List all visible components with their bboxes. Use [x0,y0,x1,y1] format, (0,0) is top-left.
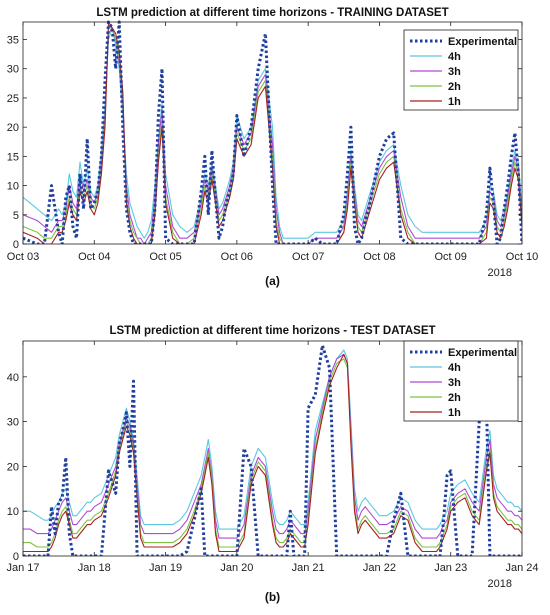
x-tick-label: Jan 24 [505,562,538,574]
x-year-label: 2018 [488,578,512,590]
panel-label: (b) [265,590,280,604]
axes-box [22,340,523,557]
x-tick-label: Jan 23 [434,562,467,574]
y-tick-label: 40 [7,372,19,384]
x-tick-label: Jan 21 [292,562,325,574]
x-tick-label: Jan 22 [363,562,396,574]
y-tick-label: 5 [13,210,19,222]
panel-label: (a) [265,274,280,288]
x-tick-label: Jan 19 [149,562,182,574]
y-tick-label: 30 [7,64,19,76]
x-tick-label: Oct 05 [149,251,181,263]
x-tick-label: Jan 17 [6,562,39,574]
x-tick-label: Oct 06 [221,251,253,263]
y-tick-label: 0 [13,551,19,563]
legend-label: 3h [448,66,461,78]
x-tick-label: Jan 18 [78,562,111,574]
legend-label: 1h [448,407,461,419]
chart-title: LSTM prediction at different time horizo… [96,7,448,19]
series-line-4h [23,349,522,530]
x-tick-label: Oct 03 [7,251,39,263]
series-line-1h [23,353,522,553]
y-tick-label: 25 [7,93,19,105]
legend-box [403,340,519,422]
x-tick-label: Oct 10 [506,251,538,263]
y-tick-label: 30 [7,417,19,429]
axes-box [22,21,523,245]
series-line-2h [23,358,522,548]
x-tick-label: Oct 07 [292,251,324,263]
legend-label: Experimental [448,36,517,48]
legend-label: 2h [448,392,461,404]
legend-label: Experimental [448,347,517,359]
y-tick-label: 20 [7,461,19,473]
x-year-label: 2018 [488,267,512,279]
series-line-3h [23,353,522,539]
series-group [23,344,522,556]
x-tick-label: Jan 20 [220,562,253,574]
y-tick-label: 10 [7,506,19,518]
legend-label: 3h [448,377,461,389]
x-tick-label: Oct 08 [363,251,395,263]
x-tick-label: Oct 04 [78,251,110,263]
y-tick-label: 15 [7,151,19,163]
x-tick-label: Oct 09 [435,251,467,263]
legend-label: 4h [448,362,461,374]
legend-box [403,29,519,111]
legend-label: 1h [448,96,461,108]
y-tick-label: 20 [7,122,19,134]
y-tick-label: 10 [7,181,19,193]
legend-label: 2h [448,81,461,93]
legend-label: 4h [448,51,461,63]
chart-title: LSTM prediction at different time horizo… [109,325,435,337]
y-tick-label: 35 [7,35,19,47]
y-tick-label: 0 [13,239,19,251]
